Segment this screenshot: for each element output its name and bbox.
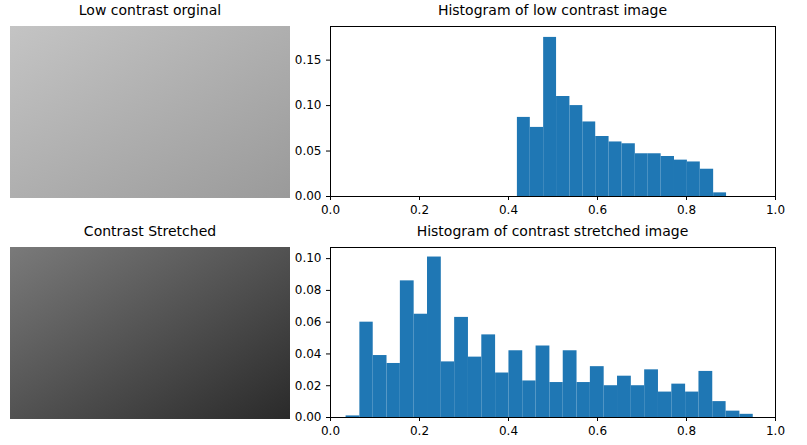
svg-text:0.15: 0.15 [295, 53, 322, 67]
html-text:Contrast Stretched: Contrast Stretched [83, 223, 217, 239]
svg-text:0.0: 0.0 [321, 424, 340, 438]
svg-text:0.05: 0.05 [295, 144, 322, 158]
svg-text:0.00: 0.00 [295, 410, 322, 424]
svg-text:0.8: 0.8 [677, 203, 696, 217]
html-text:Low contrast orginal: Low contrast orginal [78, 2, 222, 18]
svg-text:0.6: 0.6 [588, 203, 607, 217]
svg-text:0.4: 0.4 [499, 424, 518, 438]
svg-text:1.0: 1.0 [766, 203, 785, 217]
svg-text:0.08: 0.08 [295, 283, 322, 297]
svg-text:0.2: 0.2 [410, 424, 429, 438]
svg-text:0.10: 0.10 [295, 251, 322, 265]
svg-text:0.04: 0.04 [295, 347, 322, 361]
html-text:Histogram of low contrast imag: Histogram of low contrast image [437, 2, 668, 18]
svg-text:0.4: 0.4 [499, 203, 518, 217]
svg-text:0.2: 0.2 [410, 203, 429, 217]
svg-text:0.02: 0.02 [295, 379, 322, 393]
svg-text:0.8: 0.8 [677, 424, 696, 438]
svg-text:0.00: 0.00 [295, 189, 322, 203]
svg-text:0.6: 0.6 [588, 424, 607, 438]
html-text:Histogram of contrast stretche: Histogram of contrast stretched image [416, 223, 689, 239]
svg-text:1.0: 1.0 [766, 424, 785, 438]
svg-text:0.0: 0.0 [321, 203, 340, 217]
svg-text:0.10: 0.10 [295, 98, 322, 112]
svg-text:0.06: 0.06 [295, 315, 322, 329]
